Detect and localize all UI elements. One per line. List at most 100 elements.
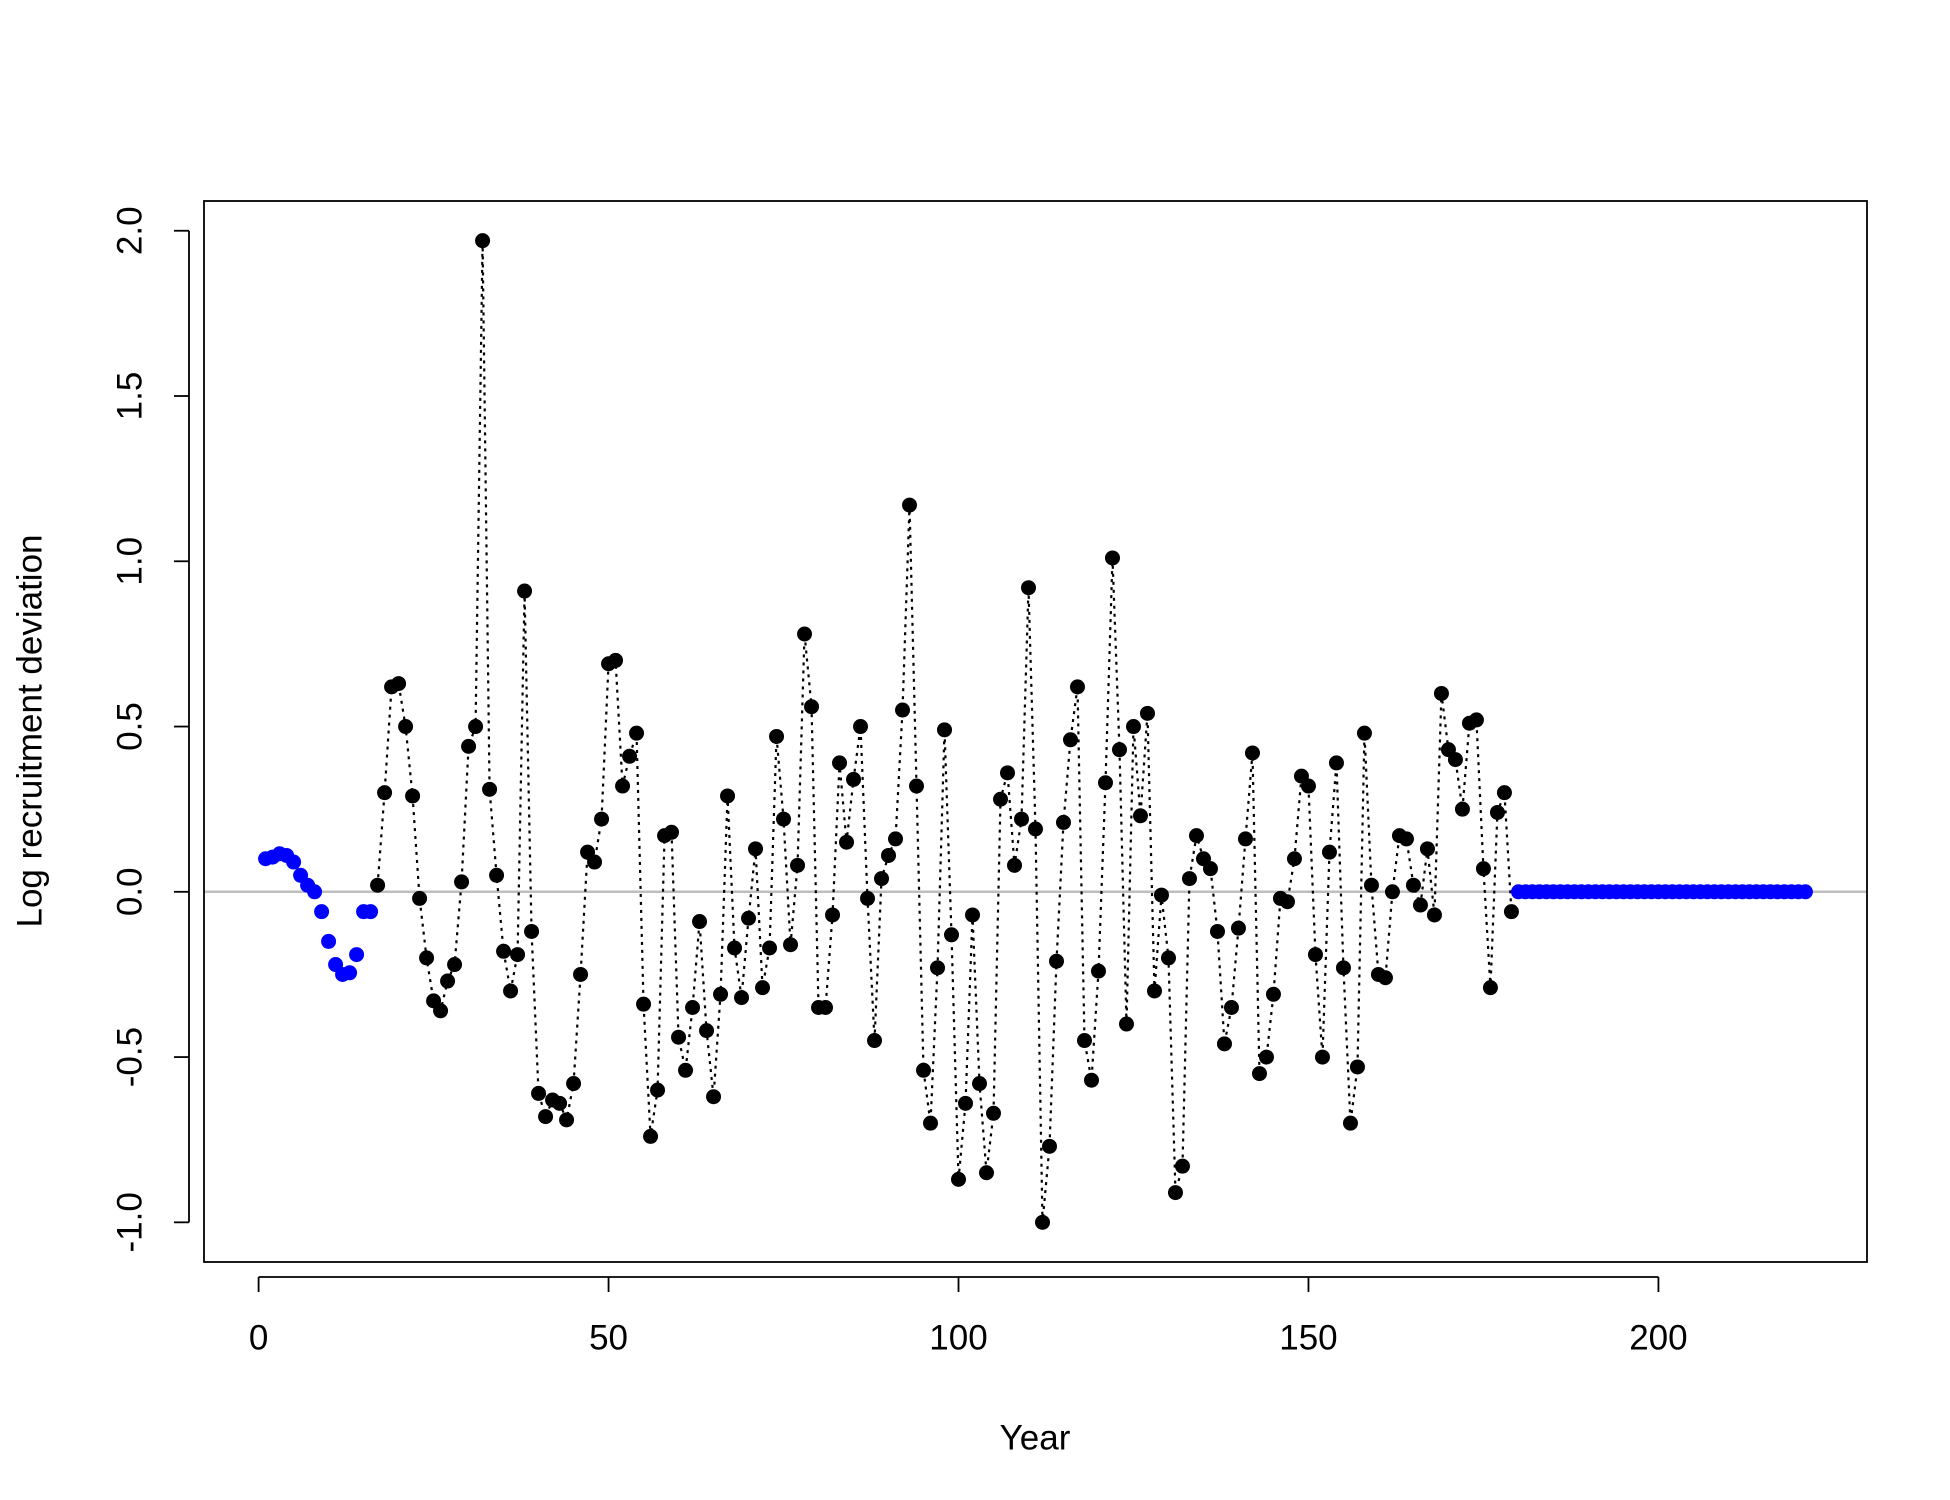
data-point (1349, 1059, 1365, 1075)
data-point (1028, 821, 1043, 837)
data-point (482, 781, 498, 797)
data-point (720, 788, 736, 804)
data-point (1475, 861, 1491, 877)
data-point (454, 874, 470, 890)
data-point (1167, 1185, 1183, 1201)
data-point (1356, 725, 1372, 741)
data-point (1223, 999, 1239, 1015)
data-point (1230, 920, 1246, 936)
data-point (615, 778, 631, 794)
data-point (1090, 963, 1106, 979)
data-point (1069, 679, 1085, 695)
data-point (769, 728, 785, 744)
data-point (783, 937, 799, 953)
data-point (1489, 804, 1505, 820)
data-point (839, 834, 855, 850)
data-point (1279, 894, 1295, 910)
data-point (867, 1033, 883, 1049)
data-point (349, 947, 365, 963)
data-point (1083, 1072, 1099, 1088)
data-point (643, 1128, 659, 1144)
data-point (678, 1062, 694, 1078)
y-tick-label: 2.0 (110, 206, 149, 255)
data-point (1041, 1138, 1057, 1154)
data-point (524, 923, 540, 939)
data-point (286, 854, 302, 870)
data-point (930, 960, 946, 976)
data-point (650, 1082, 666, 1098)
data-point (440, 973, 456, 989)
y-tick-label: 1.0 (110, 537, 149, 586)
data-point (790, 857, 806, 873)
data-point (1307, 947, 1323, 963)
data-point (1153, 887, 1169, 903)
data-point (1258, 1049, 1274, 1065)
data-point (342, 965, 358, 981)
data-point (1251, 1066, 1267, 1082)
data-point (1468, 712, 1484, 728)
data-point (1097, 775, 1113, 791)
data-point (552, 1095, 568, 1111)
data-point (314, 904, 330, 920)
data-point (1055, 814, 1071, 830)
data-point (1034, 1214, 1050, 1230)
data-point (776, 811, 792, 827)
data-point (1104, 550, 1120, 566)
data-point (699, 1023, 715, 1039)
data-point (391, 676, 407, 692)
y-tick-label: 0.0 (110, 867, 149, 916)
data-point (587, 854, 603, 870)
data-point (713, 986, 729, 1002)
data-point (475, 233, 491, 249)
data-point (412, 890, 428, 906)
data-point (307, 884, 323, 900)
data-point (1447, 752, 1463, 768)
data-point (1216, 1036, 1232, 1052)
data-point (398, 719, 414, 735)
data-point (496, 943, 512, 959)
y-tick-label: -0.5 (110, 1027, 149, 1087)
data-point (636, 996, 652, 1012)
data-point (489, 867, 505, 883)
data-point (538, 1109, 554, 1125)
data-point (1048, 953, 1064, 969)
data-point (671, 1029, 687, 1045)
data-point (1118, 1016, 1134, 1032)
data-point (762, 940, 778, 956)
x-tick-label: 0 (249, 1318, 268, 1357)
data-point (944, 927, 960, 943)
data-point (559, 1112, 575, 1128)
data-point (1146, 983, 1162, 999)
data-point (951, 1171, 967, 1187)
data-point (1384, 884, 1400, 900)
data-point (461, 738, 477, 754)
data-point (860, 890, 876, 906)
data-point (1244, 745, 1260, 761)
x-tick-label: 50 (589, 1318, 628, 1357)
data-point (447, 957, 463, 973)
data-point (510, 947, 526, 963)
data-point (916, 1062, 932, 1078)
plot-frame (203, 200, 1868, 1263)
data-point (405, 788, 421, 804)
data-point (895, 702, 911, 718)
data-point (986, 1105, 1002, 1121)
data-point (993, 791, 1009, 807)
data-point (1342, 1115, 1358, 1131)
data-point (741, 910, 757, 926)
data-point (748, 841, 764, 857)
data-point (1300, 778, 1316, 794)
data-point (573, 966, 589, 982)
data-point (804, 699, 820, 715)
x-tick-label: 200 (1629, 1318, 1687, 1357)
x-tick-label: 100 (929, 1318, 987, 1357)
data-point (853, 719, 869, 735)
data-point (629, 725, 645, 741)
y-tick-label: 0.5 (110, 702, 149, 751)
data-point (594, 811, 610, 827)
data-point (622, 748, 638, 764)
data-point (531, 1085, 547, 1101)
data-point (979, 1165, 995, 1181)
data-point (909, 778, 925, 794)
